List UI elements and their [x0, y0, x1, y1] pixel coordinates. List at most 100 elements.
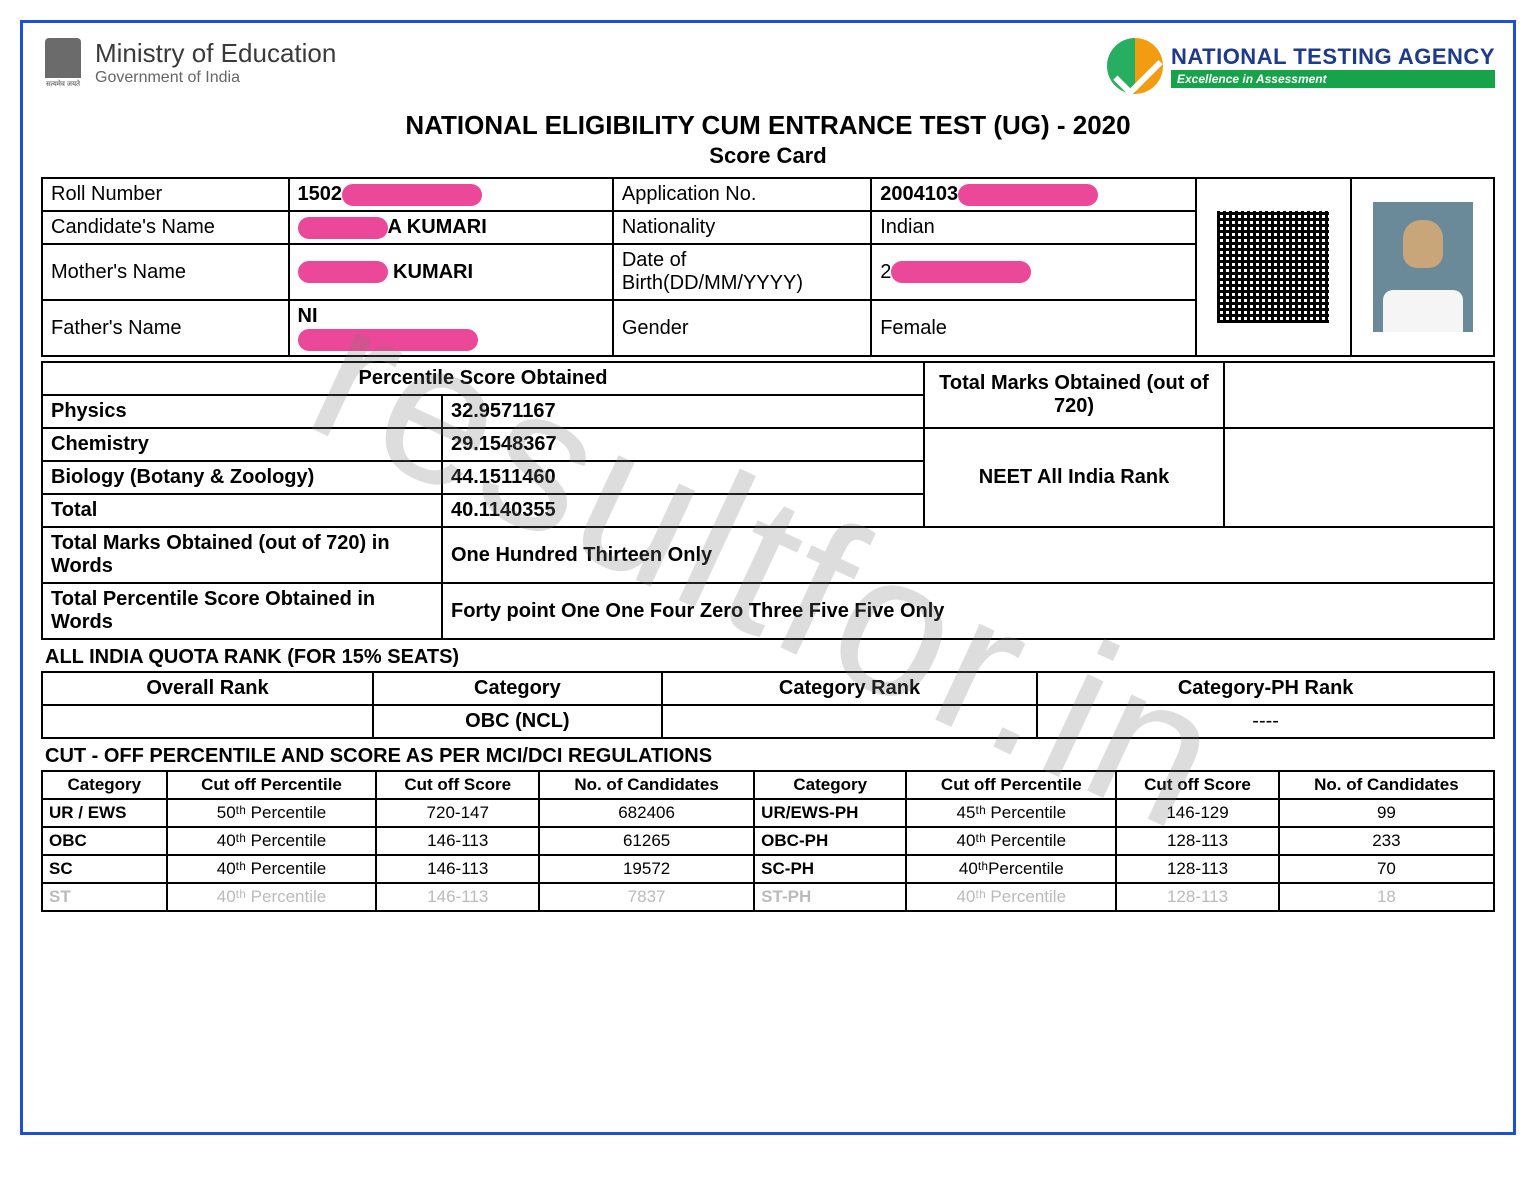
cut-h-score2: Cut off Score: [1116, 771, 1279, 799]
total-label: Total: [42, 494, 442, 527]
cut-cand: 682406: [539, 799, 754, 827]
physics-value: 32.9571167: [442, 395, 924, 428]
national-emblem-icon: सत्यमेव जयते: [41, 38, 85, 98]
cut-cat: ST: [42, 883, 167, 911]
quota-v1: [42, 705, 373, 738]
mother-value: KUMARI: [289, 244, 613, 300]
biology-value: 44.1511460: [442, 461, 924, 494]
cut-cat: SC: [42, 855, 167, 883]
cut-score2: 146-129: [1116, 799, 1279, 827]
perc-words-value: Forty point One One Four Zero Three Five…: [442, 583, 1494, 639]
quota-table: Overall Rank Category Category Rank Cate…: [41, 671, 1495, 739]
cut-cat2: ST-PH: [754, 883, 906, 911]
cutoff-table: Category Cut off Percentile Cut off Scor…: [41, 770, 1495, 912]
appno-value: 2004103: [871, 178, 1195, 211]
cut-h-cat2: Category: [754, 771, 906, 799]
exam-title: NATIONAL ELIGIBILITY CUM ENTRANCE TEST (…: [41, 110, 1495, 141]
quota-v2: OBC (NCL): [373, 705, 662, 738]
cut-h-cand: No. of Candidates: [539, 771, 754, 799]
ministry-title: Ministry of Education: [95, 38, 336, 69]
cut-cand: 7837: [539, 883, 754, 911]
quota-v3: [662, 705, 1037, 738]
cut-perc2: 40ᵗʰ Percentile: [906, 827, 1116, 855]
dob-value: 2: [871, 244, 1195, 300]
cut-cat: UR / EWS: [42, 799, 167, 827]
redaction: [891, 261, 1031, 283]
rank-value: [1224, 428, 1494, 527]
redaction: [298, 217, 388, 239]
ministry-subtitle: Government of India: [95, 69, 336, 87]
gender-value: Female: [871, 300, 1195, 356]
cut-cand2: 233: [1279, 827, 1494, 855]
roll-label: Roll Number: [42, 178, 289, 211]
total-value: 40.1140355: [442, 494, 924, 527]
cut-cat2: OBC-PH: [754, 827, 906, 855]
cut-score2: 128-113: [1116, 827, 1279, 855]
marks-words-label: Total Marks Obtained (out of 720) in Wor…: [42, 527, 442, 583]
cut-perc: 40ᵗʰ Percentile: [167, 855, 377, 883]
redaction: [958, 184, 1098, 206]
cut-score2: 128-113: [1116, 883, 1279, 911]
cutoff-row: OBC 40ᵗʰ Percentile 146-113 61265 OBC-PH…: [42, 827, 1494, 855]
cut-score: 146-113: [376, 855, 539, 883]
candidate-info-table: Roll Number 1502 Application No. 2004103…: [41, 177, 1495, 357]
cutoff-row: SC 40ᵗʰ Percentile 146-113 19572 SC-PH 4…: [42, 855, 1494, 883]
gender-label: Gender: [613, 300, 871, 356]
quota-h3: Category Rank: [662, 672, 1037, 705]
cut-score: 146-113: [376, 883, 539, 911]
biology-label: Biology (Botany & Zoology): [42, 461, 442, 494]
cut-h-perc: Cut off Percentile: [167, 771, 377, 799]
cut-cand2: 18: [1279, 883, 1494, 911]
cut-perc: 40ᵗʰ Percentile: [167, 883, 377, 911]
quota-h2: Category: [373, 672, 662, 705]
cut-perc: 50ᵗʰ Percentile: [167, 799, 377, 827]
physics-label: Physics: [42, 395, 442, 428]
cut-score: 146-113: [376, 827, 539, 855]
nationality-value: Indian: [871, 211, 1195, 244]
quota-section-label: ALL INDIA QUOTA RANK (FOR 15% SEATS): [41, 646, 1495, 669]
cut-cat2: SC-PH: [754, 855, 906, 883]
chemistry-value: 29.1548367: [442, 428, 924, 461]
quota-h1: Overall Rank: [42, 672, 373, 705]
cut-h-cand2: No. of Candidates: [1279, 771, 1494, 799]
cut-perc: 40ᵗʰ Percentile: [167, 827, 377, 855]
candidate-label: Candidate's Name: [42, 211, 289, 244]
cut-cat2: UR/EWS-PH: [754, 799, 906, 827]
total-marks-value: [1224, 362, 1494, 428]
cut-perc2: 40ᵗʰPercentile: [906, 855, 1116, 883]
redaction: [298, 261, 388, 283]
photo-cell: [1351, 178, 1494, 356]
scorecard-page: resultfor.in सत्यमेव जयते Ministry of Ed…: [20, 20, 1516, 1135]
cut-score2: 128-113: [1116, 855, 1279, 883]
cut-cand2: 70: [1279, 855, 1494, 883]
scorecard-subtitle: Score Card: [41, 143, 1495, 169]
total-marks-header: Total Marks Obtained (out of 720): [924, 362, 1224, 428]
redaction: [298, 329, 478, 351]
rank-header: NEET All India Rank: [924, 428, 1224, 527]
cut-perc2: 45ᵗʰ Percentile: [906, 799, 1116, 827]
nta-tagline: Excellence in Assessment: [1171, 70, 1495, 88]
father-value: NI: [289, 300, 613, 356]
appno-label: Application No.: [613, 178, 871, 211]
nationality-label: Nationality: [613, 211, 871, 244]
cut-score: 720-147: [376, 799, 539, 827]
cut-cat: OBC: [42, 827, 167, 855]
header-left: सत्यमेव जयते Ministry of Education Gover…: [41, 38, 336, 98]
cut-h-score: Cut off Score: [376, 771, 539, 799]
qr-code-icon: [1217, 211, 1329, 323]
father-label: Father's Name: [42, 300, 289, 356]
score-table: Percentile Score Obtained Total Marks Ob…: [41, 361, 1495, 640]
nta-logo-icon: [1107, 38, 1163, 94]
cut-cand: 19572: [539, 855, 754, 883]
nta-name: NATIONAL TESTING AGENCY: [1171, 44, 1495, 70]
header: सत्यमेव जयते Ministry of Education Gover…: [41, 38, 1495, 98]
quota-v4: ----: [1037, 705, 1494, 738]
marks-words-value: One Hundred Thirteen Only: [442, 527, 1494, 583]
roll-value: 1502: [289, 178, 613, 211]
header-right: NATIONAL TESTING AGENCY Excellence in As…: [1107, 38, 1495, 94]
emblem-caption: सत्यमेव जयते: [46, 80, 80, 89]
candidate-photo: [1373, 202, 1473, 332]
qr-cell: [1196, 178, 1352, 356]
cut-perc2: 40ᵗʰ Percentile: [906, 883, 1116, 911]
cutoff-row: UR / EWS 50ᵗʰ Percentile 720-147 682406 …: [42, 799, 1494, 827]
